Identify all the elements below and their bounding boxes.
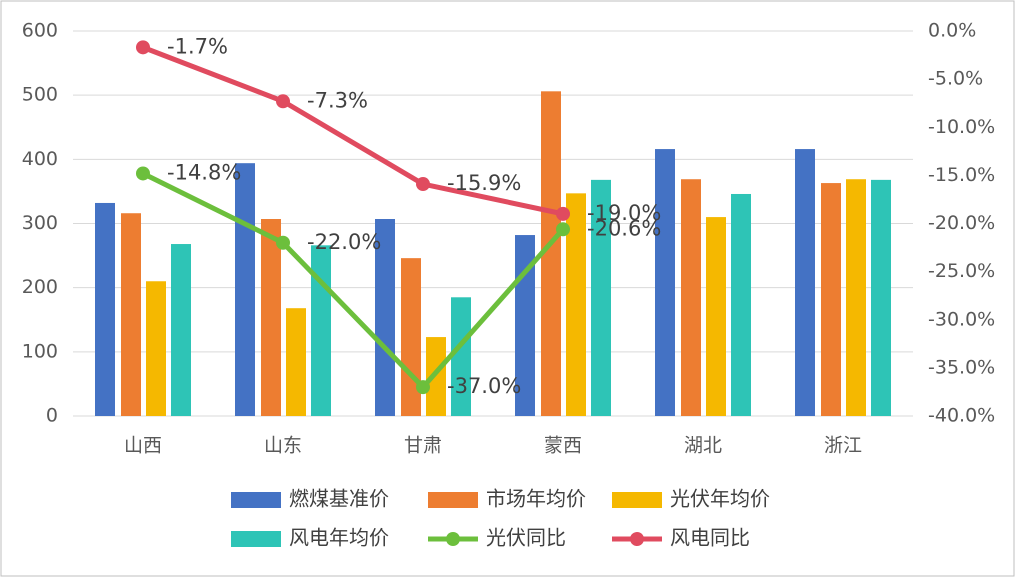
bar xyxy=(846,179,866,416)
legend-swatch xyxy=(231,531,281,547)
y2-tick-label: 0.0% xyxy=(928,20,976,42)
bar xyxy=(95,202,115,416)
bar xyxy=(146,281,166,416)
x-tick-label: 甘肃 xyxy=(404,435,442,457)
y-tick-label: 600 xyxy=(22,20,58,42)
bar xyxy=(871,179,891,416)
y2-tick-label: -5.0% xyxy=(928,68,983,90)
bar xyxy=(261,219,281,416)
y2-tick-label: -40.0% xyxy=(928,405,995,427)
legend-label: 光伏同比 xyxy=(486,526,566,550)
x-tick-label: 山西 xyxy=(124,435,162,457)
data-label: -20.6% xyxy=(587,216,661,240)
data-label: -37.0% xyxy=(447,374,521,398)
x-tick-label: 蒙西 xyxy=(544,435,582,457)
line-marker xyxy=(556,206,570,221)
line-marker xyxy=(556,222,570,237)
data-label: -14.8% xyxy=(167,160,241,184)
bar xyxy=(311,245,331,416)
y2-tick-label: -15.0% xyxy=(928,164,995,186)
legend-swatch xyxy=(612,492,662,508)
bar xyxy=(821,183,841,416)
x-tick-label: 山东 xyxy=(264,435,302,457)
bar xyxy=(375,219,395,416)
bar xyxy=(451,297,471,416)
bar xyxy=(235,163,255,416)
line-marker xyxy=(276,235,290,250)
bar xyxy=(655,149,675,417)
y-tick-label: 400 xyxy=(22,148,58,170)
x-tick-label: 浙江 xyxy=(824,435,862,457)
y-tick-label: 500 xyxy=(22,84,58,106)
data-label: -1.7% xyxy=(167,34,228,58)
y2-tick-label: -20.0% xyxy=(928,212,995,234)
data-label: -15.9% xyxy=(447,171,521,195)
y-tick-label: 0 xyxy=(46,405,58,427)
line-marker xyxy=(276,94,290,109)
legend-label: 风电年均价 xyxy=(289,526,389,550)
line-marker xyxy=(136,166,150,181)
legend-marker xyxy=(446,532,460,546)
bar xyxy=(681,179,701,416)
y-tick-label: 300 xyxy=(22,212,58,234)
bar xyxy=(426,337,446,416)
y2-tick-label: -35.0% xyxy=(928,356,995,378)
legend-label: 市场年均价 xyxy=(486,487,586,511)
data-label: -7.3% xyxy=(307,88,368,112)
legend-swatch xyxy=(231,492,281,508)
legend-label: 光伏年均价 xyxy=(670,487,770,511)
data-label: -22.0% xyxy=(307,230,381,254)
legend-label: 燃煤基准价 xyxy=(289,487,389,511)
y2-tick-label: -30.0% xyxy=(928,308,995,330)
bar xyxy=(731,193,751,416)
data-label: -19.0% xyxy=(587,201,661,225)
bar xyxy=(706,217,726,416)
bar xyxy=(401,258,421,416)
bar xyxy=(795,149,815,417)
bar xyxy=(591,179,611,416)
y2-tick-label: -10.0% xyxy=(928,116,995,138)
x-tick-label: 湖北 xyxy=(684,435,722,457)
bar xyxy=(121,213,141,416)
line xyxy=(142,45,564,217)
bar xyxy=(286,308,306,416)
legend-marker xyxy=(630,532,644,546)
bar xyxy=(171,244,191,416)
bar xyxy=(541,91,561,417)
y-tick-label: 200 xyxy=(22,276,58,298)
y-tick-label: 100 xyxy=(22,340,58,362)
bar xyxy=(566,193,586,416)
legend-label: 风电同比 xyxy=(670,526,750,550)
line-marker xyxy=(136,40,150,55)
legend-swatch xyxy=(428,492,478,508)
y2-tick-label: -25.0% xyxy=(928,260,995,282)
line-marker xyxy=(416,380,430,395)
line xyxy=(141,171,565,390)
line-marker xyxy=(416,177,430,192)
